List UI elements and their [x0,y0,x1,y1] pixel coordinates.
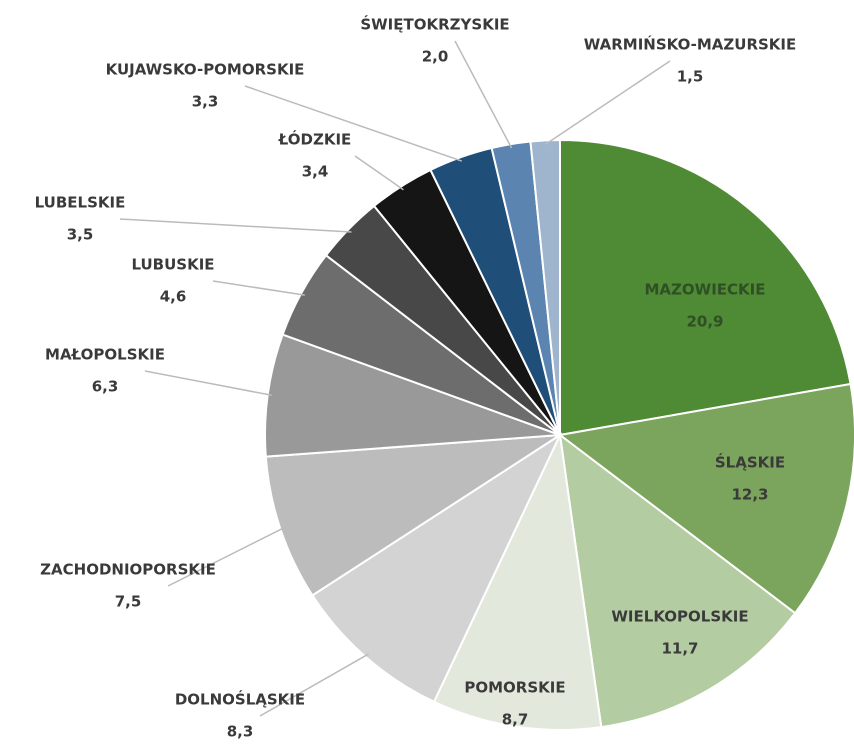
slice-value: 2,0 [422,48,449,66]
pie-slice [557,382,854,615]
leader-line [454,40,513,149]
slice-label: LUBUSKIE [131,256,214,274]
pie-slice [311,432,563,704]
slice-value: 6,3 [92,378,119,396]
slice-value: 8,3 [227,723,254,741]
leader-line [354,155,404,191]
slice-value: 11,7 [661,640,698,658]
leader-line [144,370,272,396]
slice-value: 4,6 [160,288,187,306]
leader-line [119,218,352,233]
leader-line [545,60,671,145]
slice-label: ŁÓDZKIE [278,130,352,149]
pie-slice [432,431,603,731]
slice-label: WIELKOPOLSKIE [611,608,748,626]
pie-slice [558,432,797,729]
slice-label: ŚLĄSKIE [715,453,785,472]
leader-line [259,653,369,717]
leader-line [244,85,463,162]
slice-value: 1,5 [677,68,704,86]
pie-slice [529,138,561,436]
leader-line [167,527,285,587]
slice-value: 7,5 [115,593,142,611]
slice-label: MAŁOPOLSKIE [45,346,165,364]
slice-label: KUJAWSKO-POMORSKIE [106,61,305,79]
slice-label: POMORSKIE [464,679,565,697]
slice-label: WARMIŃSKO-MAZURSKIE [584,35,797,54]
slice-value: 20,9 [686,313,723,331]
slice-label: MAZOWIECKIE [645,281,766,299]
slice-value: 12,3 [731,486,768,504]
slice-value: 3,5 [67,226,94,244]
leader-line [212,280,305,296]
slice-value: 3,3 [192,93,219,111]
slice-label: LUBELSKIE [35,194,126,212]
slice-label: ŚWIĘTOKRZYSKIE [360,15,509,34]
slice-value: 3,4 [302,163,329,181]
slice-value: 8,7 [502,711,529,729]
slice-label: DOLNOŚLĄSKIE [175,690,305,709]
slice-label: ZACHODNIOPORSKIE [40,561,216,579]
pie-slice [559,138,852,437]
